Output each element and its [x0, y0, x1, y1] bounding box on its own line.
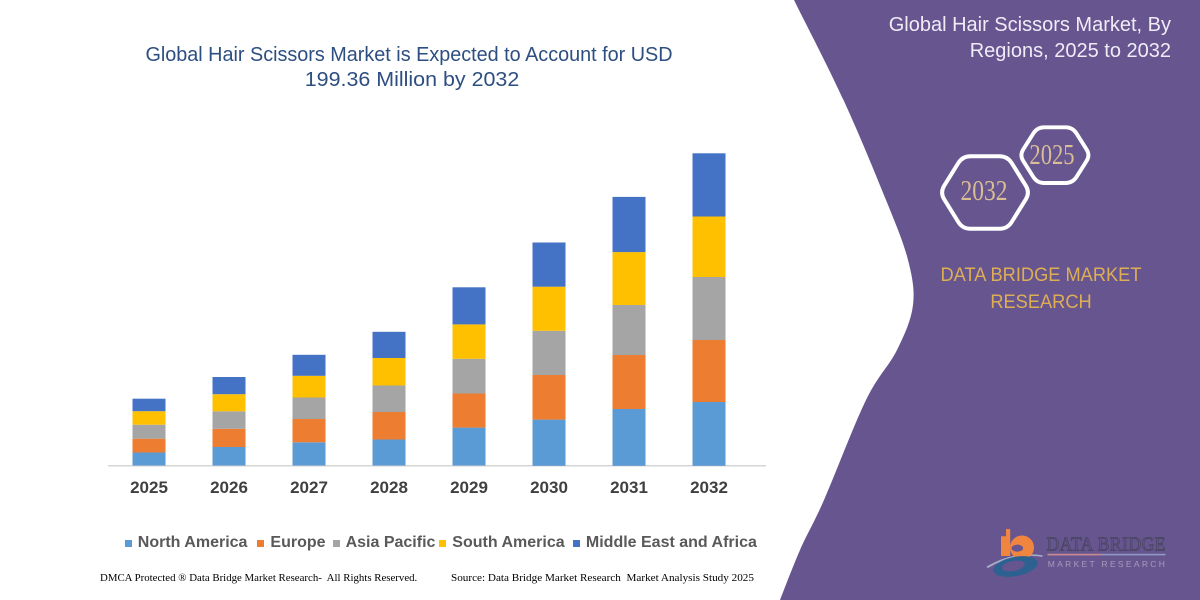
svg-text:DATA BRIDGE: DATA BRIDGE — [1047, 533, 1166, 556]
svg-text:MARKET RESEARCH: MARKET RESEARCH — [1048, 559, 1167, 569]
